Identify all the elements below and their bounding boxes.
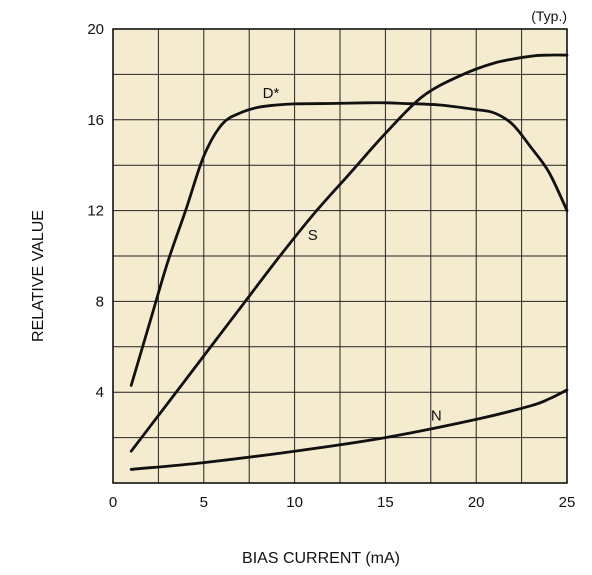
series-line-d [129, 101, 569, 387]
series-label-n: N [431, 408, 442, 425]
y-axis-title: RELATIVE VALUE [30, 210, 47, 342]
series-line-s [129, 53, 569, 453]
grid [113, 29, 567, 483]
x-tick-label: 15 [377, 494, 394, 511]
y-tick-label: 4 [96, 384, 104, 401]
y-tick-label: 20 [87, 21, 104, 38]
x-tick-label: 10 [286, 494, 303, 511]
series-label-d: D* [263, 85, 280, 102]
y-tick-label: 16 [87, 112, 104, 129]
y-tick-label: 8 [96, 293, 104, 310]
tick-labels: 0 5 10 15 20 25 4 8 12 16 20 [87, 21, 575, 511]
x-tick-label: 0 [109, 494, 117, 511]
series-labels: D* S N [263, 85, 442, 424]
series-label-s: S [308, 227, 318, 244]
y-tick-label: 12 [87, 203, 104, 220]
x-tick-label: 25 [559, 494, 576, 511]
x-axis-title: BIAS CURRENT (mA) [242, 550, 400, 567]
x-tick-label: 20 [468, 494, 485, 511]
series-group [129, 53, 569, 471]
plot-frame [112, 28, 568, 484]
x-tick-label: 5 [200, 494, 208, 511]
series-line-n [129, 388, 569, 471]
typical-note: (Typ.) [531, 8, 567, 24]
